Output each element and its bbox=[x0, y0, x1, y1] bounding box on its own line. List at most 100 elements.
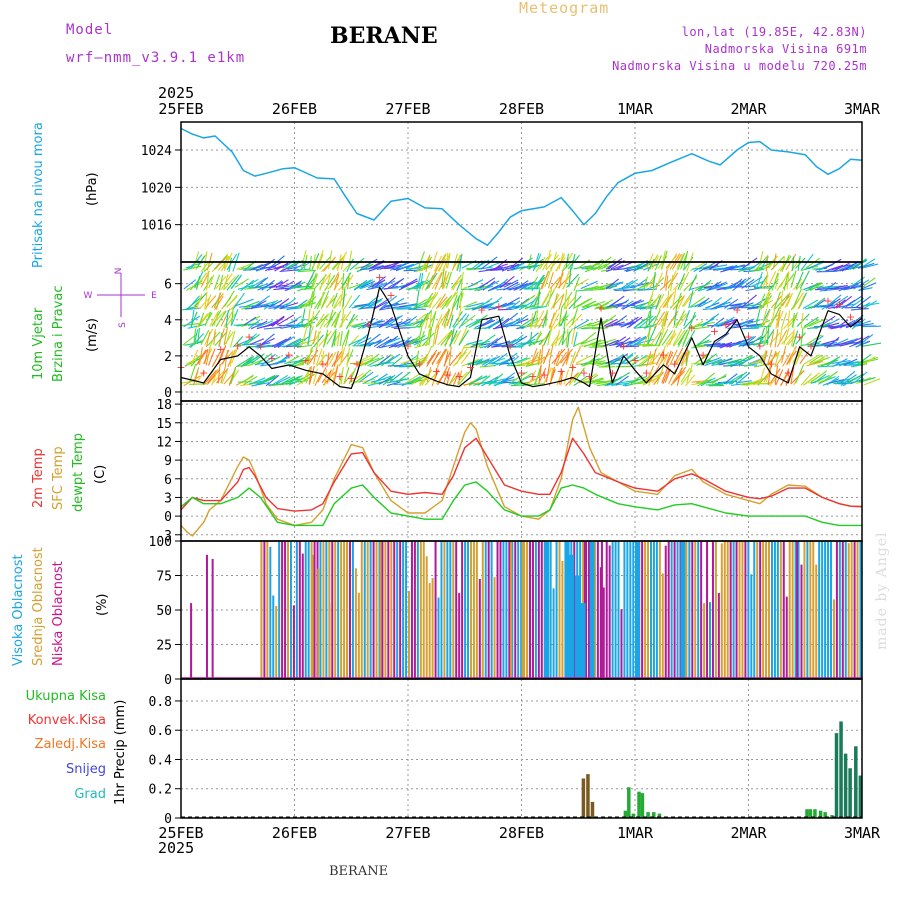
wind-arrow bbox=[644, 315, 657, 329]
wind-arrow bbox=[683, 315, 697, 330]
wind-arrow bbox=[549, 276, 561, 290]
wind-arrow bbox=[378, 375, 394, 385]
wind-arrow bbox=[217, 364, 221, 384]
wind-arrow bbox=[355, 357, 374, 365]
wind-arrow bbox=[459, 256, 462, 272]
wind-arrow bbox=[353, 279, 372, 291]
y-tick-label: 1016 bbox=[141, 219, 172, 234]
wind-arrow bbox=[376, 323, 396, 326]
cloud-bar bbox=[782, 541, 785, 679]
wind-arrow bbox=[326, 295, 335, 309]
cloud-bar bbox=[458, 593, 461, 679]
cloud-bar bbox=[393, 541, 396, 679]
precip-bar bbox=[858, 775, 863, 818]
wind-arrow bbox=[453, 290, 463, 308]
wind-arrow bbox=[504, 297, 521, 307]
wind-arrow bbox=[460, 350, 472, 364]
cloud-bar bbox=[623, 541, 626, 679]
cloud-bar bbox=[266, 541, 269, 679]
wind-arrow bbox=[781, 312, 787, 329]
gust-marker: + bbox=[596, 302, 605, 315]
wind-arrow bbox=[835, 361, 851, 366]
wind-arrow bbox=[261, 258, 276, 270]
wind-arrow bbox=[529, 305, 547, 310]
wind-arrow bbox=[344, 329, 350, 347]
wind-arrow bbox=[653, 311, 666, 329]
y-tick-label: 9 bbox=[164, 454, 172, 469]
cloud-bar bbox=[348, 541, 351, 679]
wind-arrow bbox=[673, 329, 686, 347]
wind-arrow bbox=[225, 329, 232, 345]
wind-arrow bbox=[765, 362, 772, 383]
cloud-bar bbox=[735, 541, 738, 679]
wind-arrow bbox=[382, 374, 396, 386]
wind-arrow bbox=[244, 300, 260, 308]
wind-arrow bbox=[205, 347, 211, 366]
cloud-bar bbox=[340, 541, 343, 679]
wind-arrow bbox=[723, 298, 739, 309]
wind-arrow bbox=[770, 350, 777, 366]
wind-arrow bbox=[276, 382, 294, 385]
gust-marker: + bbox=[443, 368, 452, 381]
wind-arrow bbox=[558, 269, 564, 289]
wind-arrow bbox=[774, 365, 779, 385]
wind-arrow bbox=[443, 309, 451, 327]
wind-arrow bbox=[310, 289, 316, 309]
wind-arrow bbox=[673, 347, 684, 366]
wind-arrow bbox=[426, 349, 438, 365]
wind-arrow bbox=[803, 316, 819, 327]
cloud-bar bbox=[617, 541, 620, 679]
wind-arrow bbox=[531, 351, 539, 366]
wind-arrow bbox=[396, 261, 412, 269]
cloud-bar bbox=[706, 541, 709, 679]
precip-bar bbox=[813, 809, 817, 818]
wind-arrow bbox=[342, 287, 346, 307]
wind-arrow bbox=[573, 331, 578, 348]
wind-arrow bbox=[441, 295, 453, 310]
precip-bar bbox=[848, 768, 852, 818]
wind-arrow bbox=[416, 272, 422, 291]
wind-arrow bbox=[249, 277, 267, 289]
wind-arrow bbox=[538, 364, 542, 384]
wind-arrow bbox=[521, 356, 540, 366]
cloud-bar bbox=[841, 541, 844, 679]
cloud-bar bbox=[307, 541, 310, 679]
cloud-bar bbox=[346, 541, 349, 679]
wind-arrow bbox=[726, 303, 741, 310]
wind-arrow bbox=[582, 300, 597, 309]
wind-arrow bbox=[243, 375, 258, 386]
gust-marker: + bbox=[199, 367, 208, 380]
wind-arrow bbox=[256, 320, 273, 328]
wind-arrow bbox=[507, 283, 521, 291]
wind-arrow bbox=[764, 326, 768, 346]
gust-marker: + bbox=[267, 352, 276, 365]
wind-arrow bbox=[419, 353, 428, 367]
wind-unit: (m/s) bbox=[85, 318, 100, 352]
wind-arrow bbox=[732, 280, 745, 292]
wind-arrow bbox=[642, 344, 661, 347]
wind-arrow bbox=[609, 295, 625, 308]
wind-arrow bbox=[263, 326, 282, 330]
wind-arrow bbox=[339, 310, 352, 328]
wind-arrow bbox=[723, 373, 738, 385]
wind-arrow bbox=[443, 271, 450, 289]
wind-arrow bbox=[783, 272, 789, 291]
precip-label-snow: Snijeg bbox=[66, 762, 106, 777]
precip-bar bbox=[586, 774, 590, 818]
wind-arrow bbox=[348, 281, 368, 289]
wind-arrow bbox=[429, 311, 433, 329]
gust-marker: + bbox=[687, 322, 696, 335]
wind-arrow bbox=[285, 355, 300, 365]
wind-arrow bbox=[445, 271, 452, 289]
wind-arrow bbox=[331, 292, 338, 307]
wind-arrow bbox=[266, 356, 281, 364]
model-elevation-text: Nadmorska Visina u modelu 720.25m bbox=[612, 59, 867, 73]
wind-arrow bbox=[305, 296, 317, 308]
cloud-bar bbox=[416, 541, 419, 679]
cloud-bar bbox=[287, 541, 290, 679]
wind-arrow bbox=[356, 263, 374, 273]
wind-arrow bbox=[418, 331, 425, 347]
wind-arrow bbox=[310, 311, 315, 328]
wind-arrow bbox=[261, 337, 275, 345]
wind-arrow bbox=[688, 311, 696, 329]
